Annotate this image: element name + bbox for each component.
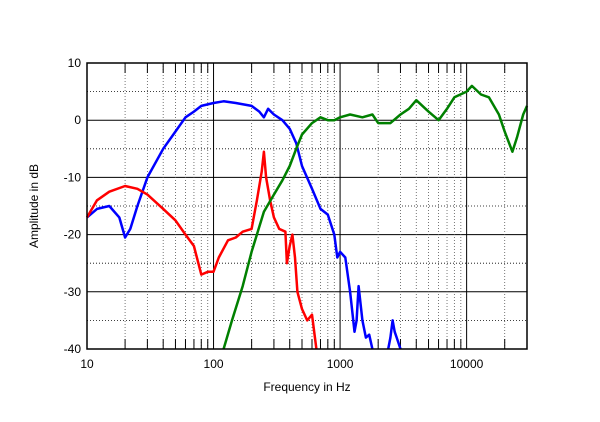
series-lines — [85, 84, 529, 350]
x-tick-label: 1000 — [327, 357, 354, 371]
y-tick-label: 0 — [74, 113, 81, 127]
series-woofer-2 — [386, 319, 402, 350]
x-axis-label: Frequency in Hz — [263, 380, 350, 394]
y-tick-label: -20 — [64, 228, 82, 242]
x-tick-label: 100 — [204, 357, 224, 371]
series-port — [85, 150, 318, 350]
series-woofer — [86, 100, 374, 350]
y-tick-labels: 10 0 -10 -20 -30 -40 — [64, 56, 82, 356]
grid — [87, 63, 527, 349]
y-tick-label: 10 — [68, 56, 82, 70]
x-tick-label: 10000 — [450, 357, 484, 371]
x-tick-labels: 10 100 1000 10000 — [80, 357, 483, 371]
x-tick-label: 10 — [80, 357, 94, 371]
series-tweeter — [222, 84, 529, 350]
y-tick-label: -40 — [64, 342, 82, 356]
plot-frame — [86, 62, 528, 350]
y-axis-label: Amplitude in dB — [27, 164, 41, 248]
y-tick-label: -30 — [64, 285, 82, 299]
y-tick-label: -10 — [64, 170, 82, 184]
